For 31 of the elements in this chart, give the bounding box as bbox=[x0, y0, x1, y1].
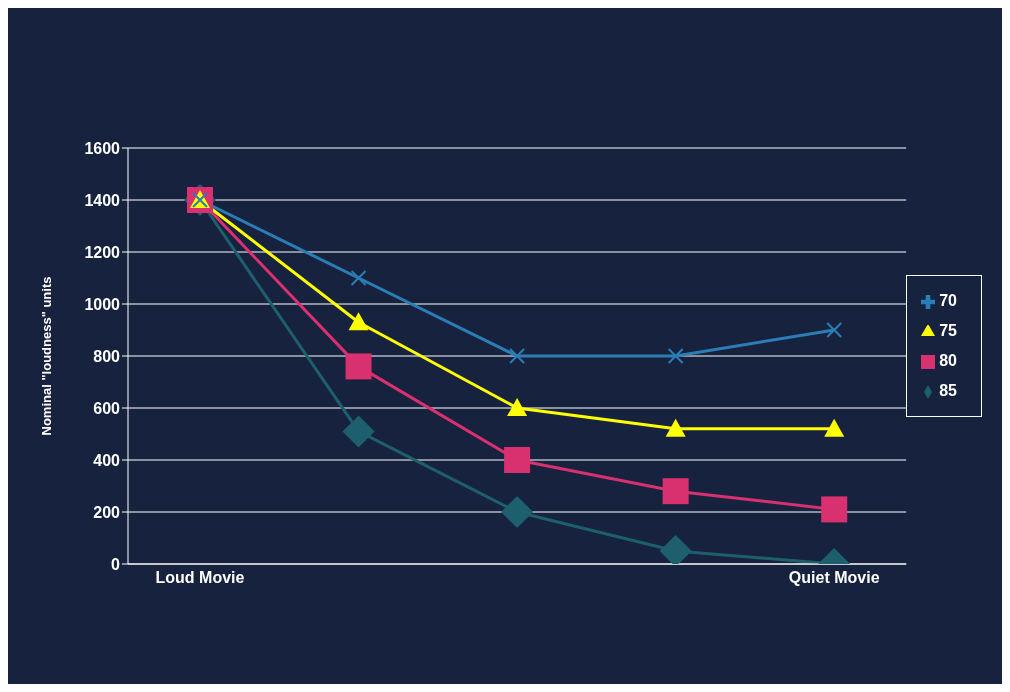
y-axis-title: Nominal "loudness" units bbox=[38, 276, 54, 436]
point bbox=[667, 348, 684, 364]
point bbox=[826, 322, 843, 338]
legend-label: 70 bbox=[939, 292, 957, 309]
legend-label: 80 bbox=[939, 352, 957, 369]
y-tick-label: 0 bbox=[111, 555, 121, 573]
y-tick-label: 1200 bbox=[84, 243, 121, 261]
point bbox=[659, 535, 692, 564]
point bbox=[504, 447, 531, 473]
point bbox=[507, 398, 528, 416]
y-tick-label: 400 bbox=[93, 451, 121, 469]
y-tick-label: 200 bbox=[93, 503, 121, 521]
point bbox=[342, 415, 375, 448]
y-tick-label: 1000 bbox=[84, 295, 121, 313]
point bbox=[501, 496, 534, 528]
point bbox=[665, 418, 686, 437]
point bbox=[509, 348, 526, 364]
point bbox=[350, 270, 367, 286]
point bbox=[821, 496, 848, 523]
x-tick-label: Loud Movie bbox=[155, 569, 245, 587]
point bbox=[345, 353, 372, 380]
point bbox=[662, 478, 689, 505]
x-tick-label: Quiet Movie bbox=[788, 569, 880, 587]
y-tick-label: 1400 bbox=[84, 191, 121, 209]
y-tick-label: 1600 bbox=[84, 139, 121, 157]
y-tick-label: 600 bbox=[93, 399, 121, 417]
point bbox=[348, 312, 369, 331]
point bbox=[824, 418, 845, 437]
y-tick-label: 800 bbox=[93, 347, 121, 365]
legend-label: 75 bbox=[939, 322, 957, 339]
legend-label: 85 bbox=[939, 382, 957, 399]
